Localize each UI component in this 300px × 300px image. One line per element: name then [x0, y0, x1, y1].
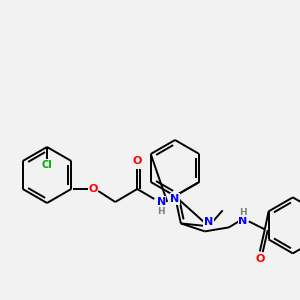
Text: H: H — [158, 206, 165, 215]
Text: N: N — [157, 197, 166, 207]
Text: N: N — [238, 216, 248, 226]
Text: O: O — [88, 184, 98, 194]
Text: O: O — [255, 254, 265, 264]
Text: Cl: Cl — [42, 160, 52, 170]
Text: N: N — [170, 194, 180, 204]
Text: O: O — [133, 156, 142, 166]
Text: H: H — [239, 208, 247, 217]
Text: N: N — [204, 217, 213, 227]
